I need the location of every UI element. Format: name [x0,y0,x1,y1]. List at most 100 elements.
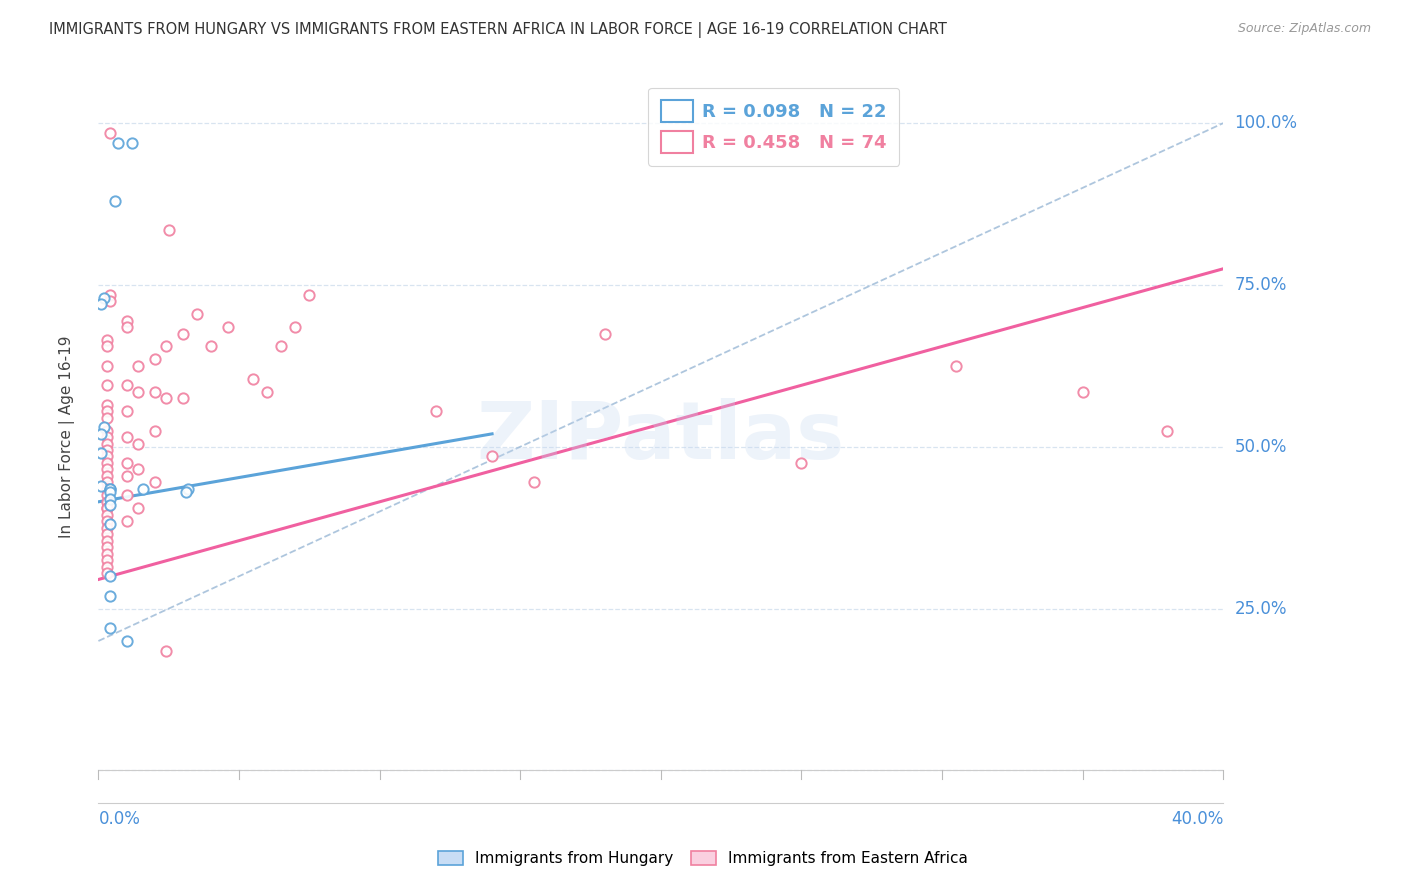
Text: 25.0%: 25.0% [1234,599,1286,617]
Point [115,456,138,470]
Text: 40.0%: 40.0% [1171,810,1223,828]
Point [96,475,118,490]
Text: 100.0%: 100.0% [1234,114,1298,132]
Point [115,514,138,528]
Point [200,339,222,353]
Point [298,287,321,301]
Point [96,424,118,438]
Point [115,430,138,444]
Point [96,404,118,418]
Point [96,443,118,458]
Point [256,384,278,399]
Point [107,136,129,150]
Point [90,446,112,460]
Point [98,294,121,309]
Point [96,488,118,502]
Point [172,326,194,341]
Point [96,553,118,567]
Point [96,501,118,516]
Point [96,450,118,464]
Text: 75.0%: 75.0% [1234,276,1286,294]
Point [177,482,200,496]
Point [90,426,112,441]
Point [115,404,138,418]
Point [186,307,208,321]
Point [96,482,118,496]
Point [98,517,121,532]
Point [143,475,166,490]
Point [945,359,967,373]
Point [98,491,121,506]
Point [593,326,616,341]
Point [98,569,121,583]
Point [1156,424,1178,438]
Point [481,450,503,464]
Point [121,136,143,150]
Point [270,339,292,353]
Point [127,462,149,476]
Point [96,462,118,476]
Point [96,495,118,509]
Point [115,378,138,392]
Point [96,430,118,444]
Text: 0.0%: 0.0% [98,810,141,828]
Point [98,126,121,140]
Point [115,469,138,483]
Point [172,391,194,405]
Text: 50.0%: 50.0% [1234,438,1286,456]
Point [96,533,118,548]
Point [127,501,149,516]
Point [143,384,166,399]
Point [90,478,112,492]
Point [157,223,180,237]
Point [98,589,121,603]
Legend: R = 0.098   N = 22, R = 0.458   N = 74: R = 0.098 N = 22, R = 0.458 N = 74 [648,87,900,166]
Point [96,359,118,373]
Point [98,287,121,301]
Point [96,436,118,450]
Point [96,527,118,541]
Point [96,501,118,516]
Point [174,485,197,500]
Point [284,320,307,334]
Point [96,410,118,425]
Point [98,482,121,496]
Legend: Immigrants from Hungary, Immigrants from Eastern Africa: Immigrants from Hungary, Immigrants from… [430,843,976,873]
Point [98,485,121,500]
Point [96,398,118,412]
Point [98,498,121,512]
Point [127,384,149,399]
Point [96,378,118,392]
Point [96,547,118,561]
Point [115,320,138,334]
Point [242,372,264,386]
Point [155,643,177,657]
Point [115,634,138,648]
Point [115,488,138,502]
Point [90,297,112,311]
Text: In Labor Force | Age 16-19: In Labor Force | Age 16-19 [59,335,75,539]
Point [1071,384,1094,399]
Point [155,391,177,405]
Point [127,436,149,450]
Point [127,359,149,373]
Point [132,482,155,496]
Point [155,339,177,353]
Point [96,469,118,483]
Text: ZIPatlas: ZIPatlas [477,398,845,476]
Point [143,352,166,367]
Point [523,475,546,490]
Point [790,456,813,470]
Point [96,508,118,522]
Point [96,339,118,353]
Point [96,514,118,528]
Point [93,291,115,305]
Text: Source: ZipAtlas.com: Source: ZipAtlas.com [1237,22,1371,36]
Point [98,621,121,635]
Point [96,521,118,535]
Point [425,404,447,418]
Point [96,559,118,574]
Point [104,194,127,208]
Text: IMMIGRANTS FROM HUNGARY VS IMMIGRANTS FROM EASTERN AFRICA IN LABOR FORCE | AGE 1: IMMIGRANTS FROM HUNGARY VS IMMIGRANTS FR… [49,22,948,38]
Point [96,566,118,580]
